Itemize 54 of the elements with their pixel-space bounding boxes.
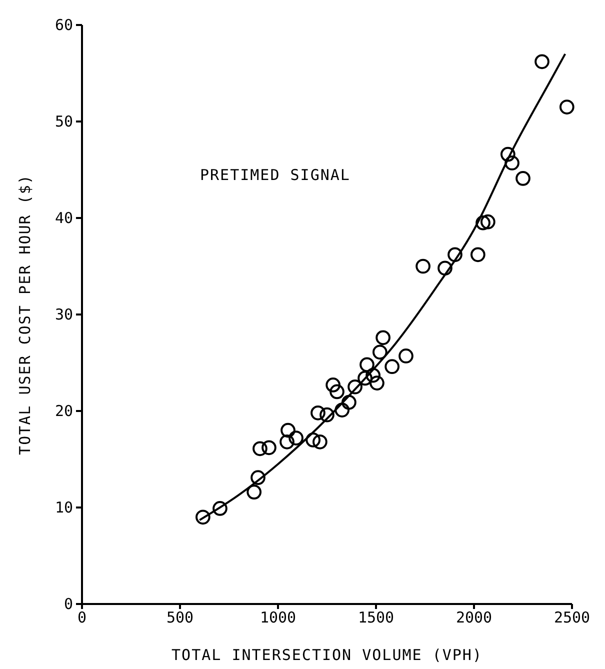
- annotation: PRETIMED SIGNAL: [200, 166, 350, 184]
- point: [500, 146, 516, 162]
- x-tick-label: 1500: [358, 608, 394, 627]
- point: [470, 247, 486, 262]
- point: [348, 379, 362, 394]
- x-tick-label: 500: [166, 608, 194, 627]
- y-axis-title: TOTAL USER COST PER HOUR ($): [16, 174, 34, 455]
- point: [370, 376, 384, 390]
- point: [212, 501, 228, 516]
- point: [504, 156, 520, 170]
- point: [480, 214, 496, 230]
- point: [358, 370, 372, 386]
- point: [320, 407, 334, 422]
- x-tick-label: 2000: [456, 608, 492, 627]
- x-axis-title: TOTAL INTERSECTION VOLUME (VPH): [172, 646, 482, 664]
- x-tick-label: 2500: [554, 608, 590, 627]
- y-tick-label: 20: [54, 402, 73, 420]
- point: [334, 402, 350, 418]
- point: [280, 422, 296, 438]
- point: [288, 430, 304, 446]
- point: [196, 510, 210, 525]
- y-tick-label: 60: [54, 16, 73, 34]
- point: [438, 260, 452, 276]
- point: [252, 441, 268, 456]
- x-tick-label: 1000: [260, 608, 296, 627]
- point: [250, 470, 266, 486]
- point: [366, 368, 380, 383]
- y-tick-label: 50: [54, 112, 73, 130]
- point: [534, 54, 550, 70]
- point: [310, 406, 326, 420]
- point: [246, 484, 262, 500]
- point: [398, 348, 414, 364]
- y-tick-label: 0: [64, 594, 73, 613]
- y-tick-label: 10: [54, 498, 73, 516]
- point: [330, 384, 344, 400]
- x-tick-label: 0: [77, 608, 87, 627]
- point: [342, 394, 356, 410]
- point: [326, 378, 341, 392]
- point: [516, 171, 530, 186]
- line-series: [198, 52, 566, 522]
- y-tick-label: 40: [54, 208, 73, 227]
- point: [416, 258, 430, 274]
- point: [360, 357, 374, 372]
- point: [306, 432, 321, 448]
- point: [476, 215, 490, 230]
- point: [559, 100, 574, 114]
- point: [376, 330, 390, 346]
- point: [262, 440, 276, 456]
- point: [448, 247, 462, 262]
- point: [372, 344, 388, 360]
- point: [312, 434, 328, 450]
- point: [384, 359, 400, 374]
- y-tick-label: 30: [54, 305, 73, 324]
- point: [280, 434, 294, 450]
